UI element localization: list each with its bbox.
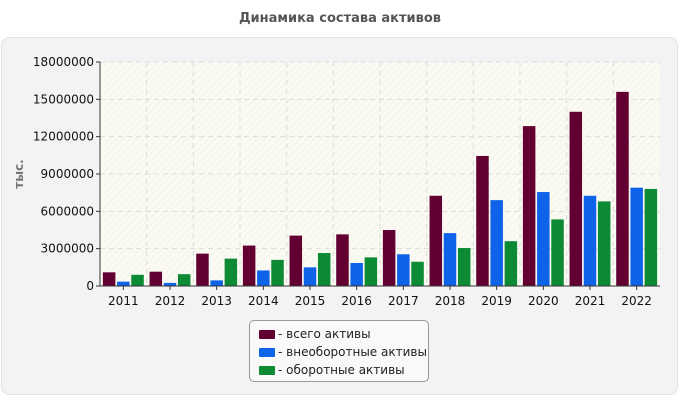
bar-total-2011 [102,272,116,286]
legend-swatch-total [259,329,275,339]
bar-total-2017 [382,230,396,286]
bar-current-2020 [551,219,564,286]
y-tick-label: 0 [86,279,94,293]
legend-label-current: - оборотные активы [278,363,405,377]
bar-current-2015 [317,253,331,286]
x-tick-label: 2021 [575,294,606,308]
legend-item-total: - всего активы [259,325,428,343]
x-tick-label: 2017 [388,294,419,308]
y-tick-label: 18000000 [33,55,94,69]
bar-current-2021 [597,201,611,286]
x-tick-label: 2022 [621,294,652,308]
bar-noncurrent-2015 [303,267,317,286]
x-tick-label: 2015 [295,294,326,308]
bar-total-2020 [522,126,536,286]
bar-total-2016 [336,234,349,286]
bar-current-2018 [457,248,471,286]
bar-total-2019 [476,155,489,286]
x-tick-label: 2016 [341,294,372,308]
legend-swatch-current [259,365,275,375]
legend-label-total: - всего активы [278,327,371,341]
bar-total-2013 [196,253,209,286]
y-tick-label: 15000000 [33,92,94,106]
legend-swatch-noncurrent [259,347,275,357]
legend: - всего активы - внеоборотные активы - о… [249,320,429,382]
y-tick-labels: 0 3000000 6000000 9000000 12000000 15000000 18… [33,55,100,293]
legend-item-noncurrent: - внеоборотные активы [259,343,428,361]
chart-title: Динамика состава активов [238,11,442,26]
bar-total-2021 [569,111,583,287]
bar-total-2022 [616,91,629,286]
bar-noncurrent-2017 [397,254,410,286]
x-tick-label: 2013 [201,294,232,308]
bar-noncurrent-2012 [163,282,177,286]
bar-noncurrent-2011 [117,281,130,286]
bar-current-2013 [224,258,238,286]
y-tick-label: 9000000 [41,167,94,181]
y-tick-label: 3000000 [41,242,94,256]
bar-total-2018 [429,195,443,286]
grid-lines [100,61,660,286]
x-tick-label: 2011 [108,294,139,308]
x-tick-label: 2012 [155,294,186,308]
bar-current-2012 [177,274,191,286]
bar-noncurrent-2018 [443,233,457,286]
x-tick-label: 2019 [481,294,512,308]
bar-current-2011 [131,274,144,286]
x-tick-label: 2014 [248,294,279,308]
y-tick-label: 12000000 [33,130,94,144]
bar-noncurrent-2016 [350,262,363,286]
bar-total-2012 [149,271,163,286]
x-tick-label: 2020 [528,294,559,308]
bar-noncurrent-2021 [583,195,597,286]
y-axis-label: тыс. [12,159,26,188]
legend-item-current: - оборотные активы [259,361,428,379]
legend-label-noncurrent: - внеоборотные активы [278,345,427,359]
bar-current-2014 [271,259,284,286]
x-tick-label: 2018 [435,294,466,308]
bar-total-2015 [289,235,303,286]
bars-group [102,91,658,287]
bar-noncurrent-2013 [210,280,223,286]
bar-noncurrent-2020 [537,192,550,286]
x-tick-labels: 2011 2012 2013 2014 2015 2016 2017 2018 2019 2020… [108,286,652,308]
bar-current-2016 [364,257,378,286]
y-tick-label: 6000000 [41,204,94,218]
bar-total-2014 [242,245,256,286]
bar-noncurrent-2022 [630,187,643,286]
bar-current-2022 [644,188,658,286]
bar-noncurrent-2019 [490,200,503,286]
bar-current-2019 [504,241,518,286]
bar-current-2017 [411,261,424,286]
bar-noncurrent-2014 [257,270,270,286]
